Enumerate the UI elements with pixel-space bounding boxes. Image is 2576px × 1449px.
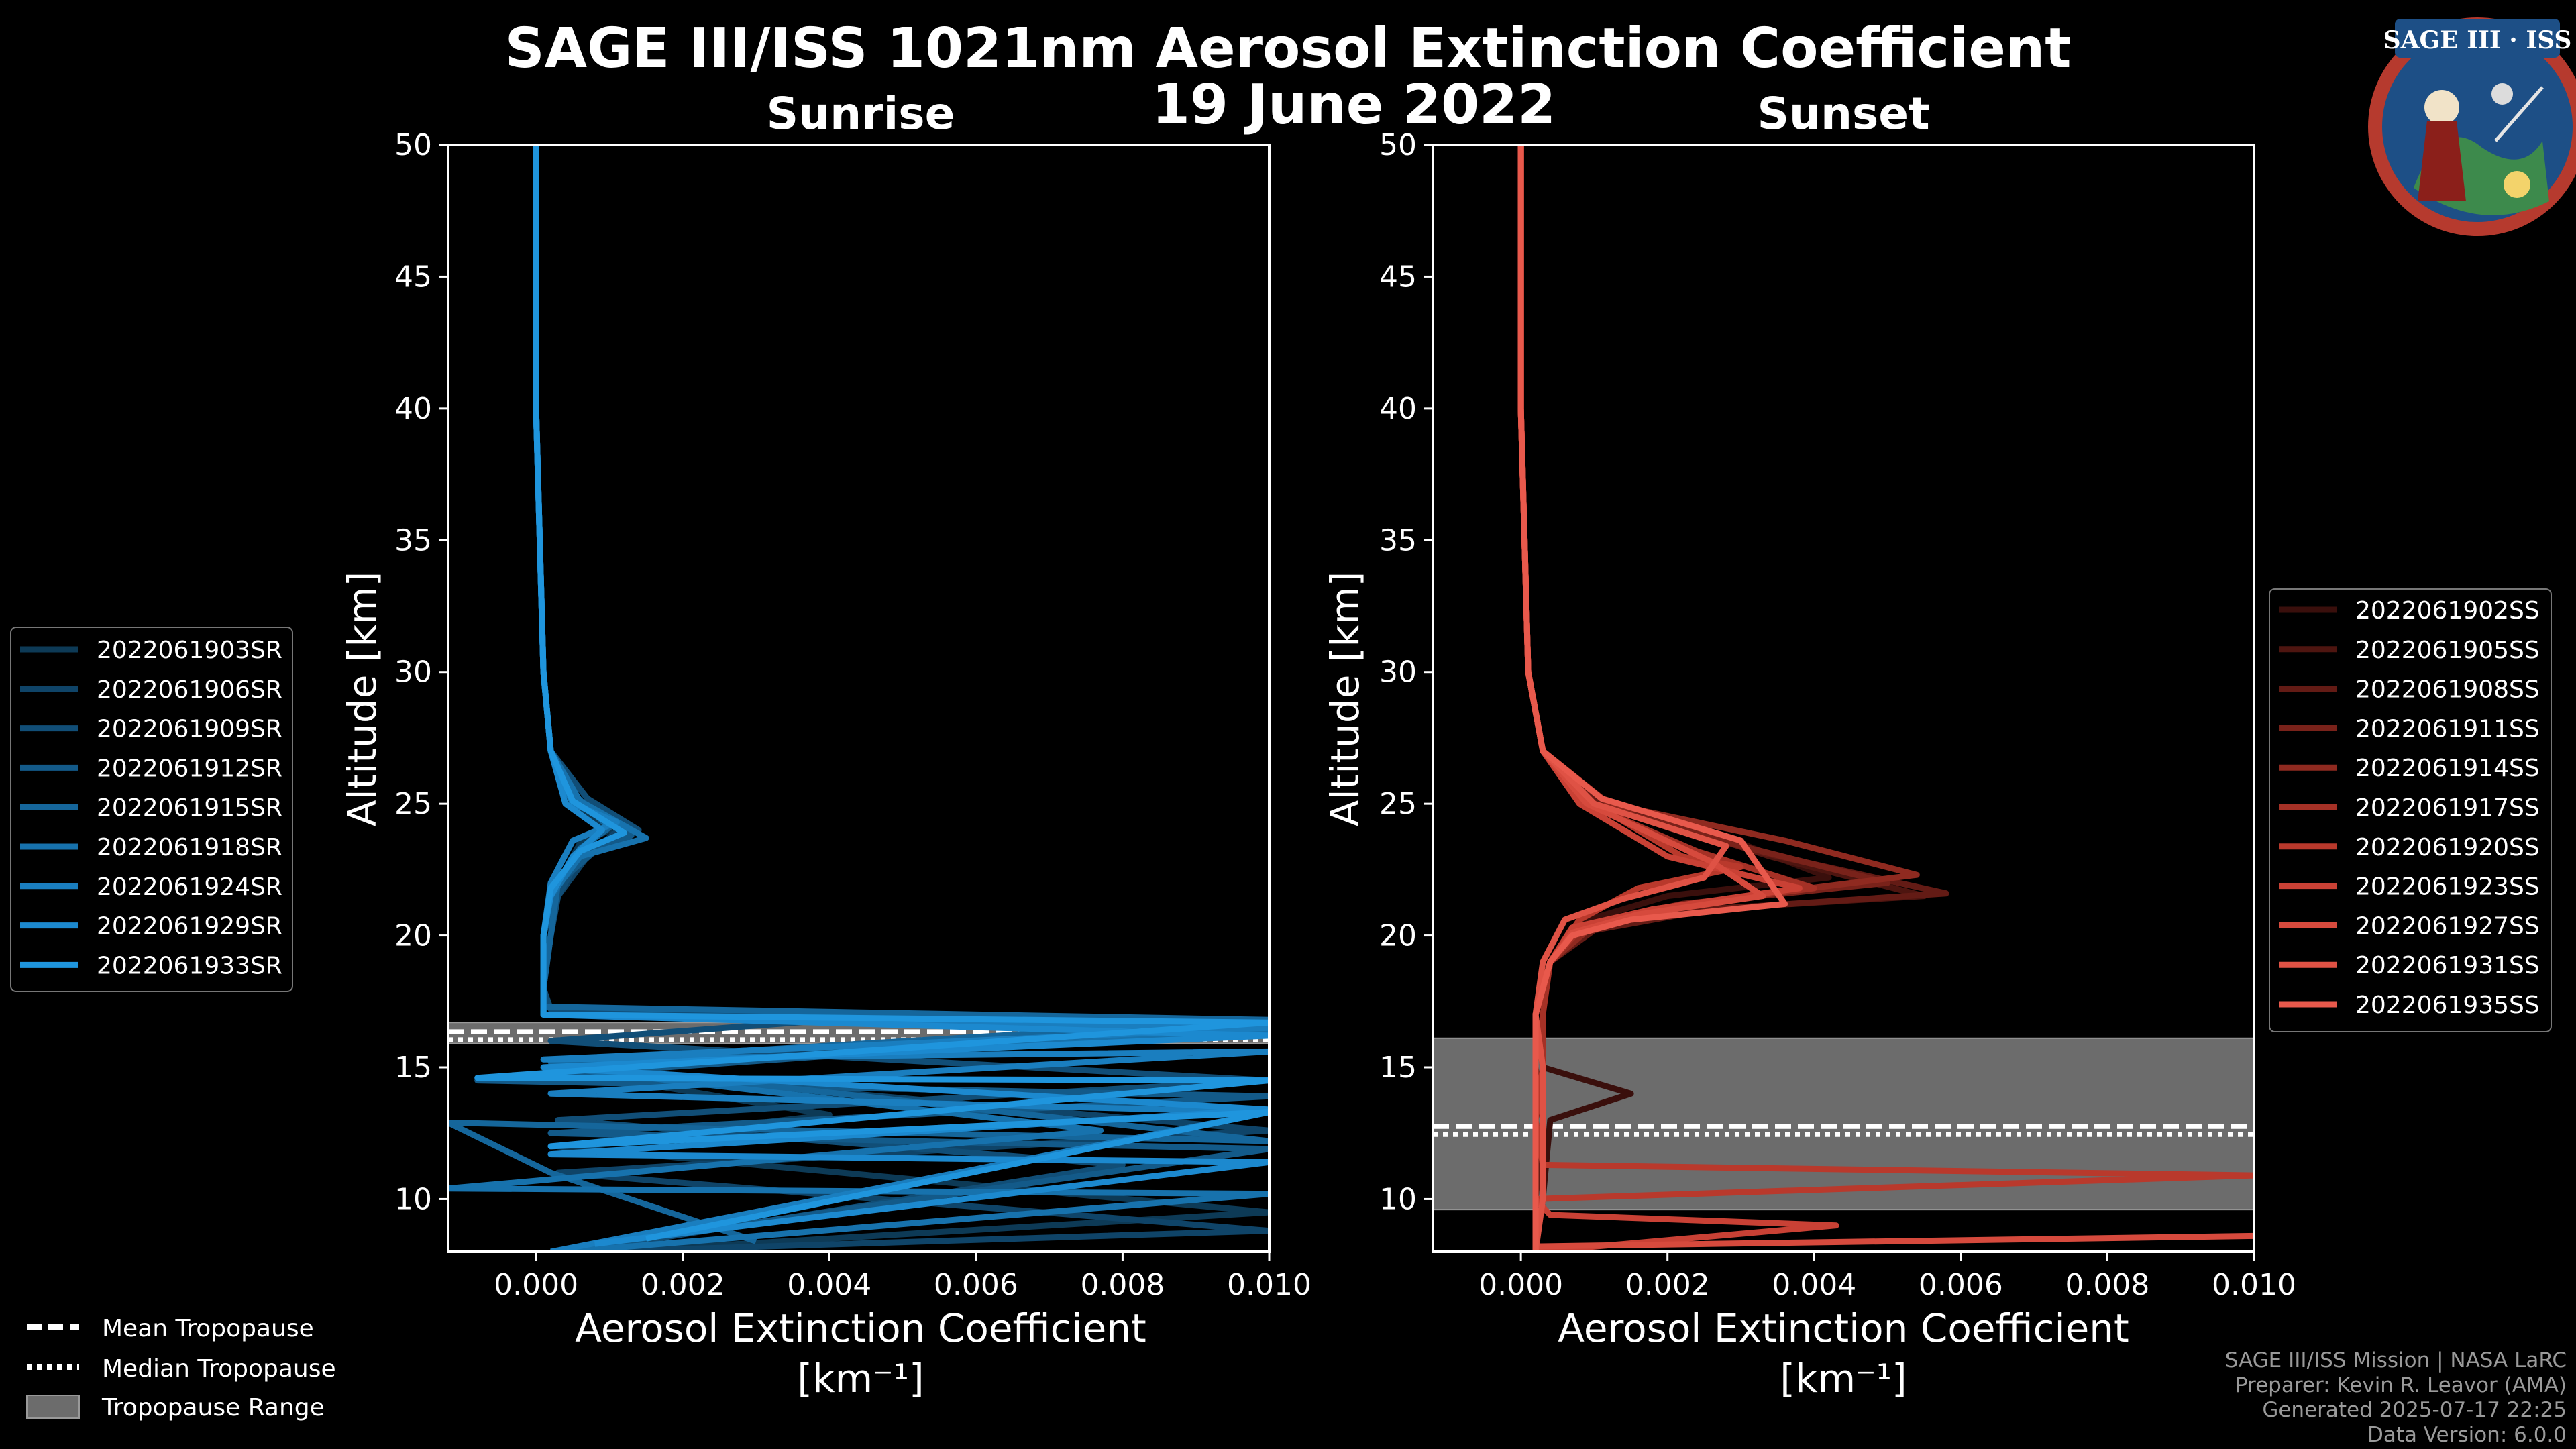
sunrise-legend-label-2022061903SR: 2022061903SR <box>97 637 282 664</box>
sunset-legend-frame <box>2269 588 2552 1032</box>
sunrise-x-tick-label: 0.002 <box>641 1268 725 1302</box>
sunset-profile-2022061935SS <box>1517 145 1788 1252</box>
sunset-legend-label-2022061927SS: 2022061927SS <box>2355 912 2540 940</box>
mean-tropopause-label: Mean Tropopause <box>102 1315 314 1342</box>
sunrise-y-axis-label: Altitude [km] <box>339 572 385 826</box>
sunrise-x-tick-label: 0.008 <box>1080 1268 1165 1302</box>
sunset-axes-frame <box>1432 144 2255 1253</box>
median-tropopause-label: Median Tropopause <box>102 1355 336 1383</box>
tropopause-legend: Mean Tropopause Median Tropopause Tropop… <box>26 1315 336 1421</box>
sunset-legend-label-2022061935SS: 2022061935SS <box>2355 991 2540 1019</box>
credit-preparer: Preparer: Kevin R. Leavor (AMA) <box>2235 1373 2567 1397</box>
tropopause-range-swatch <box>26 1395 80 1419</box>
sunrise-legend-label-2022061924SR: 2022061924SR <box>97 873 282 901</box>
sunrise-x-tick-label: 0.010 <box>1227 1268 1311 1302</box>
sunset-x-tick-label: 0.000 <box>1479 1268 1563 1302</box>
sunset-legend-label-2022061920SS: 2022061920SS <box>2355 834 2540 861</box>
credit-generated: Generated 2025-07-17 22:25 <box>2262 1398 2567 1422</box>
figure-date: 19 June 2022 <box>1152 73 1556 137</box>
logo-moon-icon <box>2491 83 2513 105</box>
sunset-x-tick-label: 0.004 <box>1772 1268 1856 1302</box>
sunrise-legend-label-2022061929SR: 2022061929SR <box>97 913 282 941</box>
sunrise-legend: 2022061903SR 2022061906SR 2022061909SR 2022… <box>10 627 293 992</box>
sunset-legend-label-2022061905SS: 2022061905SS <box>2355 637 2540 664</box>
sunrise-legend-label-2022061933SR: 2022061933SR <box>97 952 282 979</box>
sunset-legend-label-2022061908SS: 2022061908SS <box>2355 676 2540 704</box>
sunset-legend-label-2022061914SS: 2022061914SS <box>2355 755 2540 782</box>
sunrise-x-tick-label: 0.004 <box>787 1268 871 1302</box>
sunrise-profile-2022061933SR <box>474 145 1269 1242</box>
logo-banner <box>2395 19 2560 58</box>
sunrise-x-axis-label: Aerosol Extinction Coefficient <box>575 1305 1146 1351</box>
sunrise-panel: Sunrise Aerosol Extinction Coefficient [… <box>339 88 1311 1401</box>
sunrise-y-tick-label: 30 <box>394 655 432 690</box>
sunrise-legend-frame <box>10 627 293 992</box>
sunrise-y-tick-label: 25 <box>394 787 432 821</box>
sunset-y-tick-label: 35 <box>1379 523 1417 557</box>
sunrise-axes-frame <box>447 144 1271 1253</box>
sunset-y-tick-label: 20 <box>1379 919 1417 953</box>
sunset-x-tick-label: 0.002 <box>1625 1268 1710 1302</box>
sunset-x-axis-unit: [km⁻¹] <box>1780 1356 1907 1401</box>
sunrise-y-tick-label: 35 <box>394 523 432 557</box>
sunrise-legend-label-2022061915SR: 2022061915SR <box>97 794 282 822</box>
credits: SAGE III/ISS Mission | NASA LaRC Prepare… <box>2225 1348 2567 1447</box>
sunrise-panel-title: Sunrise <box>767 88 955 140</box>
sage-iii-iss-logo: SAGE III · ISS <box>2368 17 2576 236</box>
sunset-legend-label-2022061911SS: 2022061911SS <box>2355 715 2540 743</box>
credit-mission: SAGE III/ISS Mission | NASA LaRC <box>2225 1348 2567 1373</box>
sunrise-y-tick-label: 15 <box>394 1051 432 1085</box>
sunset-legend-label-2022061931SS: 2022061931SS <box>2355 952 2540 979</box>
sunrise-y-tick-label: 10 <box>394 1182 432 1216</box>
sunset-y-tick-label: 25 <box>1379 787 1417 821</box>
sunrise-legend-label-2022061906SR: 2022061906SR <box>97 676 282 704</box>
sunrise-legend-label-2022061909SR: 2022061909SR <box>97 716 282 743</box>
logo-figure-icon <box>2424 90 2459 125</box>
sunset-legend: 2022061902SS 2022061905SS 2022061908SS 2022… <box>2269 588 2552 1032</box>
sunrise-y-tick-label: 40 <box>394 392 432 426</box>
logo-text: SAGE III · ISS <box>2383 26 2572 54</box>
logo-robe-icon <box>2418 121 2466 201</box>
sunset-y-tick-label: 45 <box>1379 260 1417 294</box>
sunset-y-tick-label: 15 <box>1379 1051 1417 1085</box>
sunset-y-tick-label: 30 <box>1379 655 1417 690</box>
credit-data-version: Data Version: 6.0.0 <box>2367 1423 2567 1447</box>
figure-title: SAGE III/ISS 1021nm Aerosol Extinction C… <box>505 17 2072 80</box>
sunset-legend-label-2022061902SS: 2022061902SS <box>2355 597 2540 625</box>
sunset-legend-label-2022061923SS: 2022061923SS <box>2355 873 2540 901</box>
sunset-y-axis-label: Altitude [km] <box>1322 572 1368 826</box>
sunrise-legend-label-2022061918SR: 2022061918SR <box>97 834 282 861</box>
sunset-x-tick-label: 0.006 <box>1919 1268 2003 1302</box>
logo-station-icon <box>2494 86 2544 142</box>
sunset-legend-label-2022061917SS: 2022061917SS <box>2355 794 2540 822</box>
sunset-x-tick-label: 0.010 <box>2212 1268 2296 1302</box>
sunrise-x-tick-label: 0.006 <box>934 1268 1018 1302</box>
tropopause-range-label: Tropopause Range <box>101 1394 325 1421</box>
sunset-x-tick-label: 0.008 <box>2065 1268 2149 1302</box>
sunrise-x-axis-unit: [km⁻¹] <box>797 1356 924 1401</box>
sunrise-y-tick-label: 20 <box>394 919 432 953</box>
sunrise-legend-label-2022061912SR: 2022061912SR <box>97 755 282 782</box>
sunset-tropopause-range <box>1433 1037 2254 1211</box>
sunset-panel: Sunset Aerosol Extinction Coefficient [k… <box>1322 88 2296 1401</box>
sunrise-x-tick-label: 0.000 <box>494 1268 578 1302</box>
sunset-x-axis-label: Aerosol Extinction Coefficient <box>1558 1305 2129 1351</box>
sunset-y-tick-label: 50 <box>1379 128 1417 162</box>
logo-sun-icon <box>2504 171 2530 198</box>
sunset-y-tick-label: 10 <box>1379 1182 1417 1216</box>
sunset-y-tick-label: 40 <box>1379 392 1417 426</box>
sunrise-y-tick-label: 45 <box>394 260 432 294</box>
sunset-panel-title: Sunset <box>1757 88 1929 140</box>
sunrise-y-tick-label: 50 <box>394 128 432 162</box>
